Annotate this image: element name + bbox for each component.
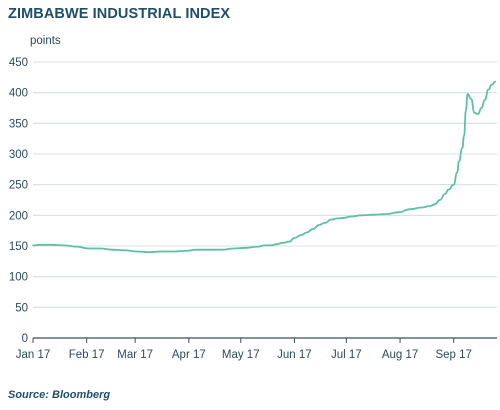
y-tick-label: 400 [9, 88, 28, 100]
y-tick-label: 150 [9, 241, 28, 253]
x-tick-label: Jul 17 [331, 349, 362, 361]
chart-title: ZIMBABWE INDUSTRIAL INDEX [8, 6, 231, 22]
y-tick-label: 300 [9, 149, 28, 161]
source-note: Source: Bloomberg [8, 389, 111, 401]
x-tick-label: Feb 17 [69, 349, 105, 361]
y-tick-label: 250 [9, 180, 28, 192]
y-tick-label: 200 [9, 210, 28, 222]
y-tick-label: 100 [9, 272, 28, 284]
y-axis: 0 50 100 150 200 250 300 350 400 450 [9, 57, 28, 345]
x-tick-label: Apr 17 [172, 349, 206, 361]
x-tick-label: Mar 17 [117, 349, 153, 361]
x-tick-label: Jan 17 [16, 349, 51, 361]
x-axis: Jan 17 Feb 17 Mar 17 Apr 17 May 17 Jun 17 Jul … [16, 338, 472, 361]
series-line [32, 80, 497, 253]
x-tick-label: Jun 17 [277, 349, 312, 361]
y-tick-label: 350 [9, 118, 28, 130]
x-tick-label: Sep 17 [435, 349, 471, 361]
x-tick-label: May 17 [222, 349, 260, 361]
y-tick-label: 50 [15, 302, 28, 314]
y-tick-label: 0 [22, 333, 28, 345]
grid-lines [33, 61, 497, 339]
x-tick-label: Aug 17 [382, 349, 418, 361]
y-axis-unit-label: points [30, 35, 61, 47]
series-layer [32, 80, 497, 253]
y-tick-label: 450 [9, 57, 28, 69]
